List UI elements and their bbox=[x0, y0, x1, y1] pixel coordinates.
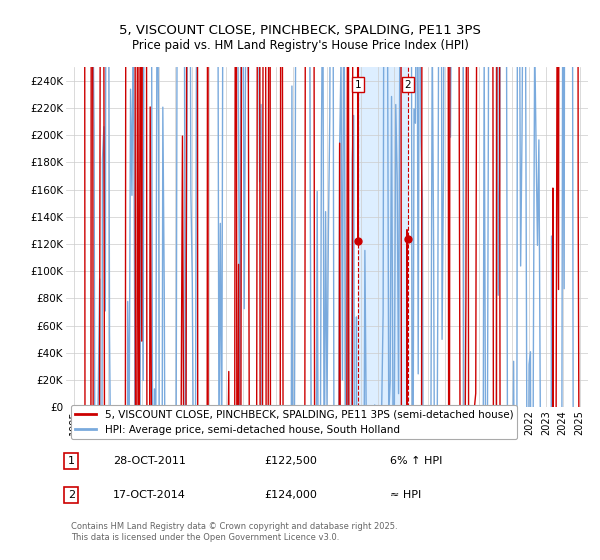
Text: 28-OCT-2011: 28-OCT-2011 bbox=[113, 456, 186, 466]
Text: 2: 2 bbox=[404, 80, 411, 90]
Text: ≈ HPI: ≈ HPI bbox=[389, 490, 421, 500]
Text: 5, VISCOUNT CLOSE, PINCHBECK, SPALDING, PE11 3PS: 5, VISCOUNT CLOSE, PINCHBECK, SPALDING, … bbox=[119, 24, 481, 38]
Text: 2: 2 bbox=[68, 490, 75, 500]
Text: Contains HM Land Registry data © Crown copyright and database right 2025.
This d: Contains HM Land Registry data © Crown c… bbox=[71, 522, 398, 542]
Text: 6% ↑ HPI: 6% ↑ HPI bbox=[389, 456, 442, 466]
Text: £124,000: £124,000 bbox=[265, 490, 317, 500]
Text: 17-OCT-2014: 17-OCT-2014 bbox=[113, 490, 186, 500]
Text: £122,500: £122,500 bbox=[265, 456, 317, 466]
Text: Price paid vs. HM Land Registry's House Price Index (HPI): Price paid vs. HM Land Registry's House … bbox=[131, 39, 469, 53]
Text: 1: 1 bbox=[68, 456, 75, 466]
Bar bbox=[358, 67, 407, 407]
Legend: 5, VISCOUNT CLOSE, PINCHBECK, SPALDING, PE11 3PS (semi-detached house), HPI: Ave: 5, VISCOUNT CLOSE, PINCHBECK, SPALDING, … bbox=[71, 405, 517, 439]
Text: 1: 1 bbox=[355, 80, 361, 90]
